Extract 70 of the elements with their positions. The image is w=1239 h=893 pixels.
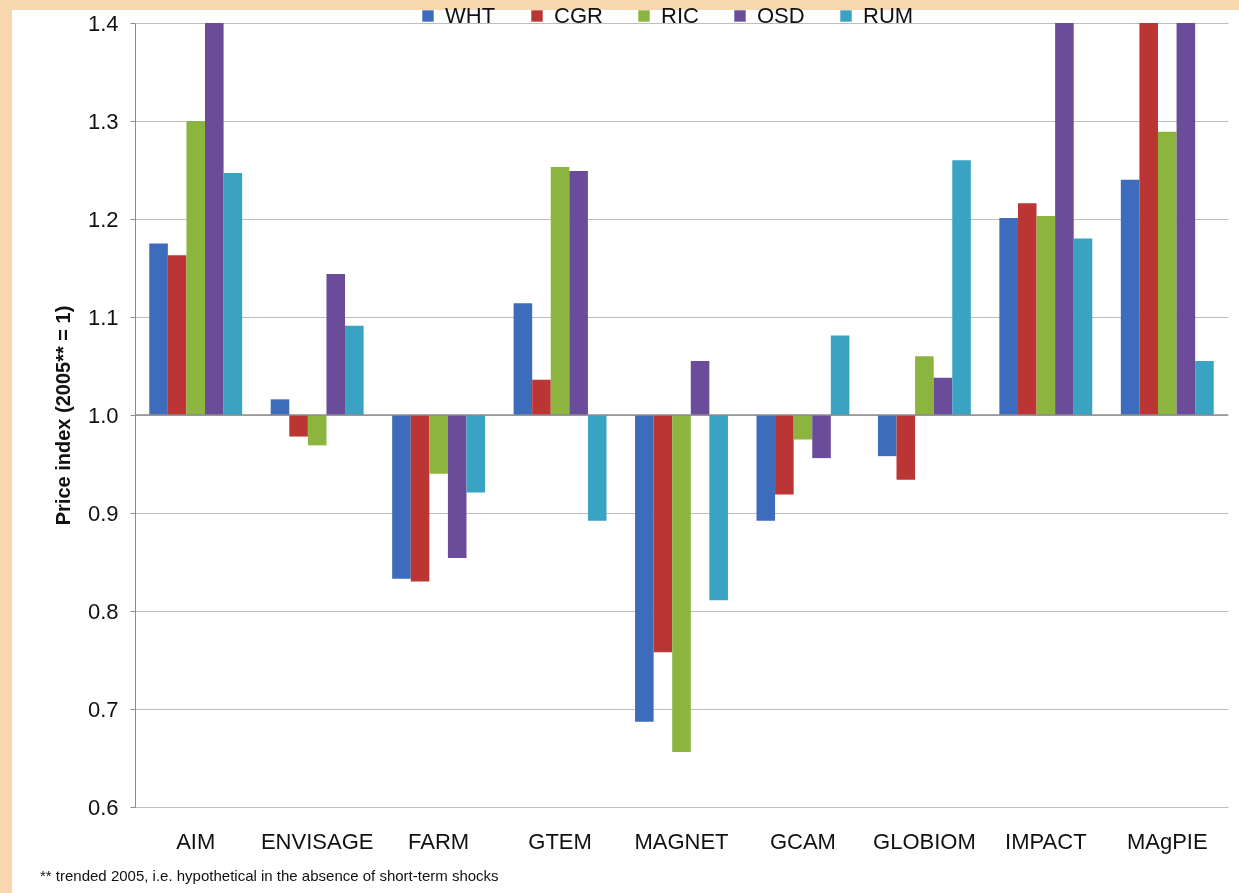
- bar: [756, 415, 776, 521]
- y-tick-label: 0.7: [87, 696, 119, 722]
- bar: [653, 415, 673, 653]
- bar: [1157, 131, 1177, 415]
- bar: [1139, 23, 1158, 415]
- legend-label: CGR: [554, 3, 603, 28]
- bar: [223, 172, 243, 415]
- bar: [392, 415, 411, 579]
- bar: [569, 170, 588, 415]
- x-tick-label: ENVISAGE: [260, 828, 374, 854]
- bar: [999, 218, 1018, 415]
- bar: [1195, 361, 1214, 415]
- bar: [513, 303, 533, 415]
- y-tick-label: 1.4: [87, 10, 119, 36]
- x-tick-label: GLOBIOM: [873, 828, 976, 854]
- y-tick-label: 1.1: [87, 304, 119, 330]
- bar: [709, 415, 728, 601]
- y-axis-title: Price index (2005** = 1): [51, 305, 74, 526]
- bar: [1017, 203, 1037, 415]
- bar: [149, 243, 168, 415]
- bar: [1120, 179, 1140, 415]
- bar: [775, 415, 794, 495]
- y-tick-label: 1.2: [87, 206, 119, 232]
- bar: [952, 160, 971, 415]
- bar: [812, 415, 831, 459]
- bar: [466, 415, 486, 493]
- bar: [1036, 216, 1056, 415]
- bar: [896, 415, 916, 480]
- x-tick-label: IMPACT: [1005, 828, 1087, 854]
- x-tick-label: GCAM: [769, 828, 836, 854]
- bar: [532, 379, 551, 415]
- bar: [915, 356, 934, 415]
- bar: [672, 415, 691, 753]
- bar: [1055, 23, 1074, 415]
- bar: [345, 325, 364, 415]
- bar: [289, 415, 308, 437]
- bar: [933, 377, 953, 415]
- x-tick-label: MAGNET: [634, 828, 729, 854]
- x-tick-label: AIM: [176, 828, 216, 854]
- legend-label: OSD: [757, 3, 805, 28]
- bar: [205, 23, 224, 415]
- legend-label: WHT: [445, 3, 496, 28]
- bar: [429, 415, 448, 474]
- bar: [270, 399, 290, 415]
- x-tick-label: MAgPIE: [1126, 828, 1208, 854]
- legend-label: RIC: [661, 3, 699, 28]
- bar: [587, 415, 607, 521]
- bar: [690, 361, 710, 415]
- legend-label: RUM: [863, 3, 914, 28]
- y-tick-label: 0.6: [87, 794, 119, 820]
- bar: [410, 415, 430, 582]
- bar: [167, 255, 187, 415]
- y-tick-label: 1.0: [87, 402, 119, 428]
- bar: [635, 415, 654, 722]
- x-tick-label: FARM: [408, 828, 470, 854]
- bar: [1073, 238, 1093, 415]
- bar: [307, 415, 327, 446]
- bar: [830, 335, 850, 415]
- bar: [550, 167, 570, 415]
- bar: [447, 415, 467, 559]
- bar: [186, 121, 206, 415]
- bar: [1176, 23, 1196, 415]
- y-tick-label: 1.3: [87, 108, 119, 134]
- y-tick-label: 0.8: [87, 598, 119, 624]
- text: ** trended 2005, i.e. hypothetical in the absence of short-term shocks: [40, 867, 499, 884]
- bar: [877, 415, 897, 457]
- y-tick-label: 0.9: [87, 500, 119, 526]
- bar: [793, 415, 813, 440]
- x-tick-label: GTEM: [528, 828, 592, 854]
- bar: [326, 273, 346, 415]
